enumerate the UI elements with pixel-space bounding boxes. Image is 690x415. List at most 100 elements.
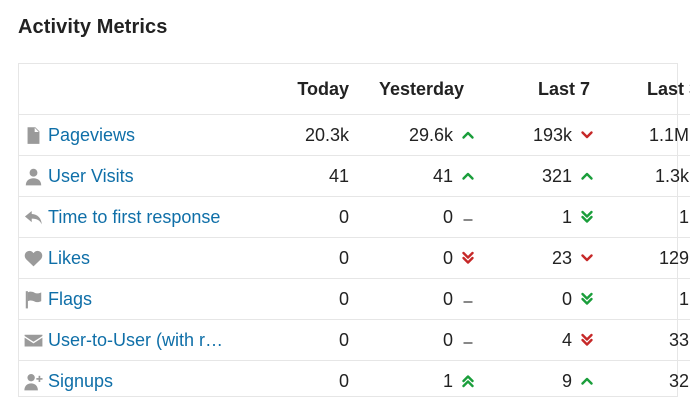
metric-cell: Signups [19, 360, 269, 401]
user-plus-icon [23, 371, 43, 391]
metric-link[interactable]: User Visits [19, 166, 269, 187]
yesterday-cell: 1 [354, 360, 480, 401]
metric-label[interactable]: Pageviews [48, 124, 136, 145]
trend-up-icon [578, 373, 595, 390]
trend-neutral-icon [459, 332, 476, 349]
today-cell: 20.3k [269, 114, 354, 156]
yesterday-cell: 41 [354, 155, 480, 197]
last-7-value: 9 [561, 370, 572, 391]
last-30-cell: 1 [599, 278, 690, 320]
metric-label[interactable]: Signups [48, 370, 114, 391]
metric-cell: Time to first response [19, 196, 269, 238]
today-cell: 0 [269, 360, 354, 401]
trend-up-icon [578, 168, 595, 185]
table-header-row: Today Yesterday Last 7 Last 30 [19, 64, 690, 115]
last-30-value: 1 [678, 206, 689, 227]
last-30-cell: 33 [599, 319, 690, 361]
last-7-cell: 4 [480, 319, 599, 361]
metric-link[interactable]: Time to first response [19, 207, 269, 228]
metrics-table-container: Today Yesterday Last 7 Last 30 Pageviews… [18, 63, 690, 401]
trend-double-down-icon [578, 209, 595, 226]
yesterday-cell: 0 [354, 237, 480, 279]
table-row: User-to-User (with r… 0 0 4 33 [19, 319, 690, 361]
yesterday-value: 0 [442, 288, 453, 309]
last-7-value: 4 [561, 329, 572, 350]
column-header-yesterday: Yesterday [378, 78, 464, 99]
metric-label[interactable]: User Visits [48, 165, 134, 186]
last-7-cell: 321 [480, 155, 599, 197]
trend-down-icon [578, 127, 595, 144]
today-cell: 0 [269, 278, 354, 320]
trend-up-icon [459, 127, 476, 144]
today-cell: 41 [269, 155, 354, 197]
metric-cell: Flags [19, 278, 269, 320]
metric-link[interactable]: User-to-User (with r… [19, 330, 269, 351]
last-7-value: 1 [561, 206, 572, 227]
last-30-cell: 32 [599, 360, 690, 401]
last-30-value: 32 [668, 370, 689, 391]
reply-icon [23, 207, 43, 227]
metrics-table: Today Yesterday Last 7 Last 30 Pageviews… [19, 64, 690, 401]
metric-cell: User-to-User (with r… [19, 319, 269, 361]
last-7-cell: 0 [480, 278, 599, 320]
trend-double-down-icon [578, 332, 595, 349]
trend-neutral-icon [459, 209, 476, 226]
yesterday-value: 0 [442, 329, 453, 350]
last-30-value: 33 [668, 329, 689, 350]
table-row: Flags 0 0 0 1 [19, 278, 690, 320]
last-30-value: 1.1M [648, 124, 689, 145]
column-header-last-30: Last 30 [646, 78, 690, 99]
today-value: 0 [338, 288, 349, 309]
table-row: Likes 0 0 23 129 [19, 237, 690, 279]
yesterday-cell: 0 [354, 278, 480, 320]
yesterday-value: 29.6k [408, 124, 453, 145]
metric-label[interactable]: Time to first response [48, 206, 221, 227]
yesterday-cell: 0 [354, 196, 480, 238]
last-30-cell: 1 [599, 196, 690, 238]
today-value: 0 [338, 206, 349, 227]
last-30-value: 129 [658, 247, 689, 268]
trend-neutral-icon [459, 291, 476, 308]
today-value: 0 [338, 247, 349, 268]
last-30-cell: 1.3k [599, 155, 690, 197]
metric-link[interactable]: Flags [19, 289, 269, 310]
metric-label[interactable]: User-to-User (with r… [48, 329, 224, 350]
last-7-value: 193k [532, 124, 572, 145]
trend-down-icon [578, 250, 595, 267]
table-row: Time to first response 0 0 1 1 [19, 196, 690, 238]
table-row: Signups 0 1 9 32 [19, 360, 690, 401]
yesterday-cell: 29.6k [354, 114, 480, 156]
user-icon [23, 166, 43, 186]
today-value: 0 [338, 329, 349, 350]
last-7-cell: 193k [480, 114, 599, 156]
yesterday-value: 1 [442, 370, 453, 391]
last-30-cell: 129 [599, 237, 690, 279]
page-title: Activity Metrics [18, 16, 168, 38]
heart-icon [23, 248, 43, 268]
today-value: 0 [338, 370, 349, 391]
envelope-icon [23, 330, 43, 350]
metric-label[interactable]: Likes [48, 247, 91, 268]
last-7-cell: 23 [480, 237, 599, 279]
yesterday-value: 41 [432, 165, 453, 186]
trend-double-up-icon [459, 373, 476, 390]
yesterday-value: 0 [442, 206, 453, 227]
trend-double-down-icon [459, 250, 476, 267]
metric-link[interactable]: Signups [19, 371, 269, 392]
yesterday-cell: 0 [354, 319, 480, 361]
table-row: User Visits 41 41 321 1.3k [19, 155, 690, 197]
today-cell: 0 [269, 196, 354, 238]
last-7-value: 23 [551, 247, 572, 268]
column-header-today: Today [297, 78, 349, 99]
today-value: 20.3k [304, 124, 349, 145]
last-30-value: 1.3k [654, 165, 689, 186]
metric-label[interactable]: Flags [48, 288, 93, 309]
yesterday-value: 0 [442, 247, 453, 268]
metric-link[interactable]: Likes [19, 248, 269, 269]
column-header-metric [19, 64, 269, 115]
trend-double-down-icon [578, 291, 595, 308]
metric-cell: Pageviews [19, 114, 269, 156]
table-row: Pageviews 20.3k 29.6k 193k 1.1M [19, 114, 690, 156]
metric-link[interactable]: Pageviews [19, 125, 269, 146]
